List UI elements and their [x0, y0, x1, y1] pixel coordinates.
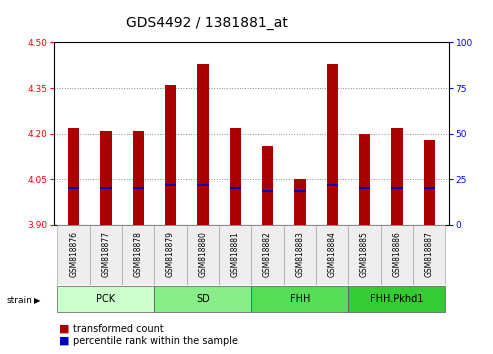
Bar [133, 131, 144, 225]
Bar [133, 187, 144, 189]
Text: strain: strain [6, 296, 32, 305]
Text: ▶: ▶ [34, 296, 40, 306]
Text: GSM818880: GSM818880 [199, 231, 208, 276]
Text: GSM818877: GSM818877 [102, 231, 110, 277]
Bar [165, 184, 176, 186]
Text: GSM818876: GSM818876 [69, 231, 78, 277]
Bar [154, 286, 251, 312]
Bar [284, 225, 316, 285]
Bar [68, 127, 79, 225]
Bar [154, 225, 187, 285]
Text: FHH.Pkhd1: FHH.Pkhd1 [370, 294, 423, 304]
Bar [423, 140, 435, 225]
Bar [423, 187, 435, 189]
Bar [100, 187, 111, 189]
Bar [316, 225, 349, 285]
Text: PCK: PCK [97, 294, 115, 304]
Text: ■: ■ [59, 336, 70, 346]
Bar [326, 184, 338, 186]
Bar [251, 225, 284, 285]
Bar [262, 146, 273, 225]
Text: GSM818879: GSM818879 [166, 231, 175, 277]
Bar [413, 225, 445, 285]
Text: FHH: FHH [290, 294, 310, 304]
Bar [381, 225, 413, 285]
Bar [359, 133, 370, 225]
Bar [294, 190, 306, 193]
Bar [230, 127, 241, 225]
Text: GSM818878: GSM818878 [134, 231, 143, 276]
Bar [197, 64, 209, 225]
Bar [230, 187, 241, 189]
Bar [251, 286, 349, 312]
Bar [90, 225, 122, 285]
Text: GSM818882: GSM818882 [263, 231, 272, 276]
Bar [68, 187, 79, 189]
Bar [262, 190, 273, 193]
Text: percentile rank within the sample: percentile rank within the sample [73, 336, 238, 346]
Bar [165, 85, 176, 225]
Bar [187, 225, 219, 285]
Bar [294, 179, 306, 225]
Text: GDS4492 / 1381881_at: GDS4492 / 1381881_at [126, 16, 288, 30]
Bar [122, 225, 154, 285]
Text: ■: ■ [59, 324, 70, 333]
Text: transformed count: transformed count [73, 324, 164, 333]
Bar [326, 64, 338, 225]
Text: GSM818885: GSM818885 [360, 231, 369, 276]
Bar [58, 225, 90, 285]
Bar [391, 127, 403, 225]
Text: SD: SD [196, 294, 210, 304]
Bar [58, 286, 154, 312]
Bar [349, 286, 445, 312]
Bar [349, 225, 381, 285]
Bar [197, 184, 209, 186]
Bar [359, 187, 370, 189]
Text: GSM818883: GSM818883 [295, 231, 304, 276]
Text: GSM818887: GSM818887 [425, 231, 434, 276]
Bar [100, 131, 111, 225]
Bar [219, 225, 251, 285]
Bar [391, 187, 403, 189]
Text: GSM818881: GSM818881 [231, 231, 240, 276]
Text: GSM818884: GSM818884 [328, 231, 337, 276]
Text: GSM818886: GSM818886 [392, 231, 401, 276]
